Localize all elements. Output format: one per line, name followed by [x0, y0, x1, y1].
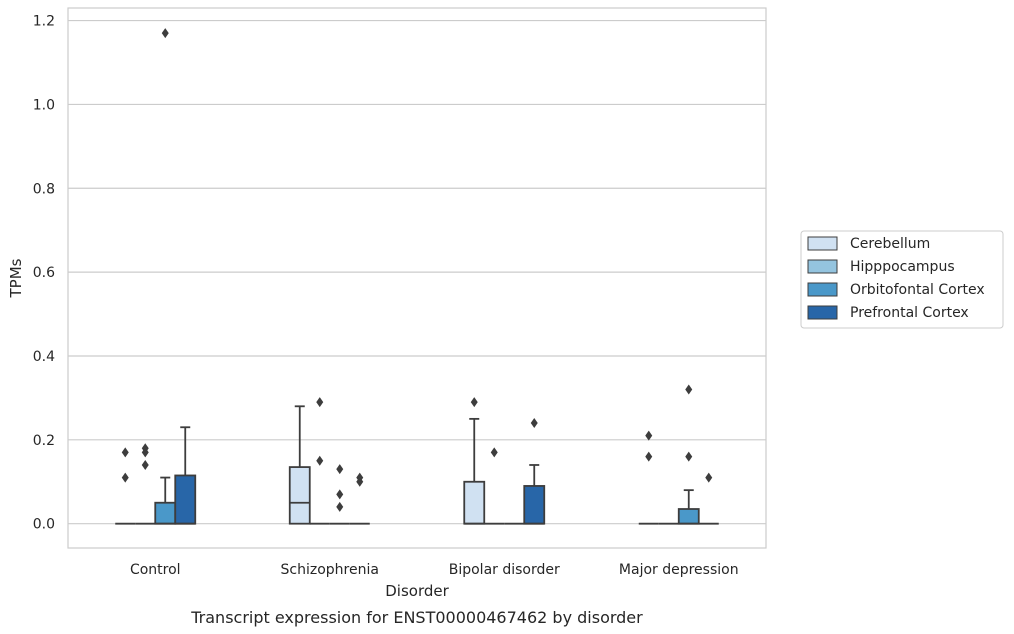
box-iqr: [288, 466, 311, 525]
y-tick-label: 0.0: [33, 517, 55, 533]
y-gridlines: [68, 19, 766, 525]
outlier-point: [161, 28, 169, 39]
outlier-point: [356, 472, 364, 483]
outlier-point: [316, 397, 324, 408]
x-tick-label: Schizophrenia: [281, 562, 379, 578]
y-tick-labels: 0.0 0.2 0.4 0.6 0.8 1.0 1.2: [33, 14, 55, 533]
outlier-point: [705, 472, 713, 483]
box-group: [135, 443, 156, 525]
outlier-point: [490, 447, 498, 458]
outlier-point: [121, 447, 129, 458]
outlier-point: [336, 501, 344, 512]
y-axis-title: TPMs: [7, 258, 25, 298]
outlier-point: [470, 397, 478, 408]
plot-area-frame: [67, 7, 767, 549]
box-group: [309, 397, 330, 525]
box-group: [484, 447, 505, 525]
outlier-point: [121, 472, 129, 483]
legend-swatch: [807, 305, 838, 320]
box-iqr: [154, 501, 177, 525]
box-group: [329, 464, 350, 525]
boxes: [115, 28, 719, 525]
legend-label: Hipppocampus: [850, 259, 955, 275]
legend-swatch: [807, 259, 838, 274]
outlier-point: [645, 430, 653, 441]
legend-swatch: [807, 282, 838, 297]
box-iqr: [523, 485, 546, 525]
box-group: [154, 28, 177, 525]
y-tick-label: 0.8: [33, 181, 55, 197]
outlier-point: [141, 443, 149, 454]
legend-label: Orbitofontal Cortex: [850, 282, 985, 298]
outlier-point: [645, 451, 653, 462]
x-tick-labels: Control Schizophrenia Bipolar disorder Majo…: [130, 562, 739, 578]
chart-caption: Transcript expression for ENST0000046746…: [190, 608, 643, 627]
x-tick-label: Control: [130, 562, 181, 578]
outlier-point: [336, 464, 344, 475]
y-tick-label: 1.2: [33, 14, 55, 30]
y-tick-label: 0.6: [33, 265, 55, 281]
y-tick-label: 0.2: [33, 433, 55, 449]
box-iqr: [174, 474, 197, 525]
box-iqr: [463, 480, 486, 525]
box-group: [174, 426, 197, 525]
box-group: [638, 430, 659, 525]
box-group: [523, 418, 546, 525]
box-group: [349, 472, 370, 525]
legend-label: Cerebellum: [850, 236, 930, 252]
outlier-point: [685, 384, 693, 395]
legend-label: Prefrontal Cortex: [850, 305, 969, 321]
outlier-point: [685, 451, 693, 462]
legend-swatch: [807, 236, 838, 251]
legend: Cerebellum Hipppocampus Orbitofontal Corte…: [800, 230, 1004, 329]
y-tick-label: 0.4: [33, 349, 55, 365]
box-group: [698, 472, 719, 525]
outlier-point: [530, 418, 538, 429]
box-group: [288, 405, 311, 525]
box-iqr: [677, 508, 700, 525]
legend-frame: [800, 230, 1004, 329]
y-tick-label: 1.0: [33, 97, 55, 113]
outlier-point: [141, 459, 149, 470]
x-tick-label: Bipolar disorder: [449, 562, 560, 578]
box-group: [677, 384, 700, 525]
box-group: [463, 397, 486, 525]
outlier-point: [336, 489, 344, 500]
x-tick-label: Major depression: [619, 562, 739, 578]
x-axis-title: Disorder: [385, 582, 449, 600]
outlier-point: [316, 455, 324, 466]
box-group: [115, 447, 136, 525]
